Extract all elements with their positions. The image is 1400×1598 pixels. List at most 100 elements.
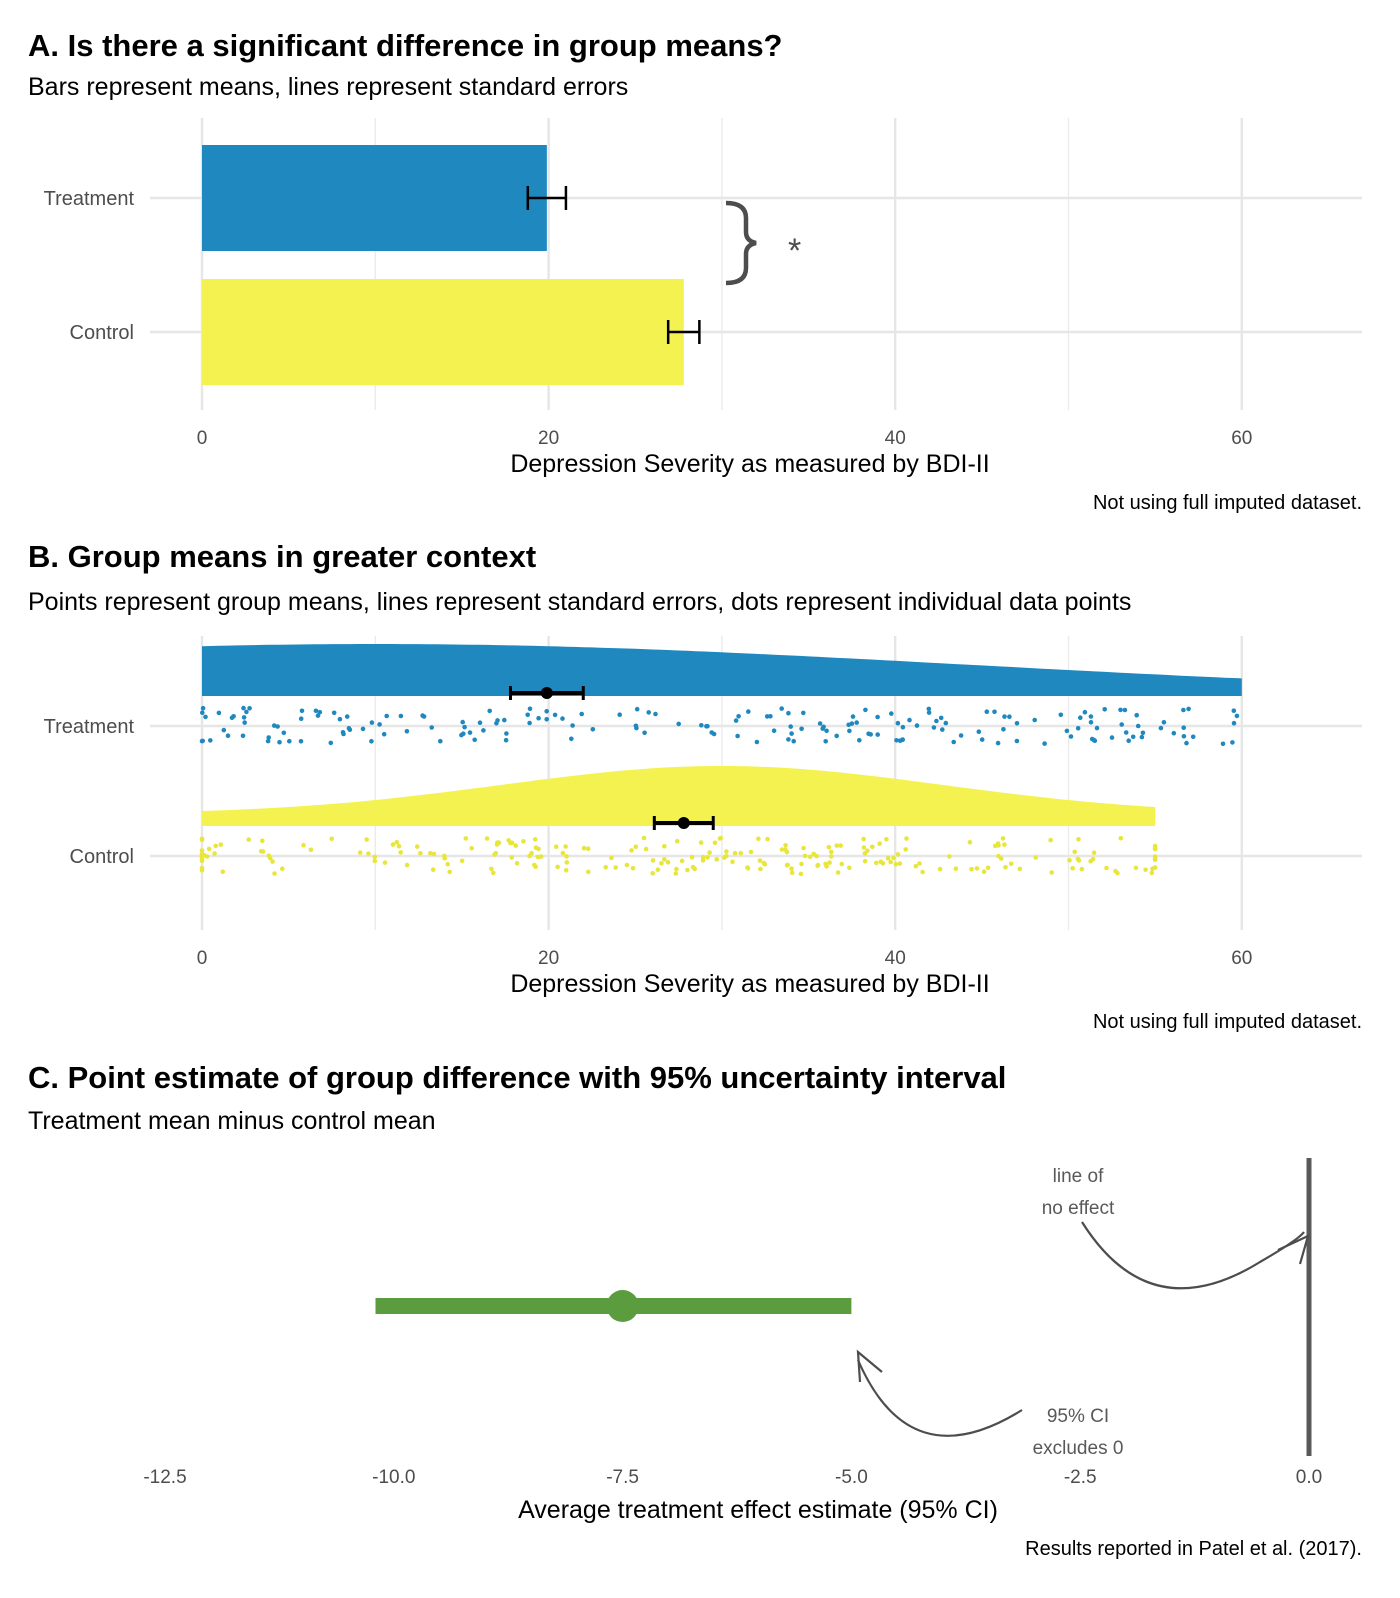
data-point-control	[748, 849, 754, 855]
data-point-treatment	[216, 710, 222, 716]
data-point-control	[789, 866, 794, 871]
data-point-treatment	[1078, 715, 1083, 720]
data-point-treatment	[560, 716, 565, 721]
data-point-control	[974, 866, 980, 871]
x-tick-label: 40	[885, 428, 906, 449]
data-point-control	[884, 837, 889, 842]
data-point-control	[527, 853, 532, 859]
data-point-control	[880, 861, 886, 866]
annotation-no-effect-line1: line of	[1053, 1166, 1104, 1187]
panel-c-x-ticks: -12.5 -10.0 -7.5 -5.0 -2.5 0.0	[143, 1467, 1322, 1488]
x-tick-label: 20	[538, 428, 559, 449]
data-point-treatment	[786, 710, 791, 716]
data-point-treatment	[875, 714, 880, 720]
panel-c-caption: Results reported in Patel et al. (2017).	[1025, 1538, 1362, 1560]
data-point-control	[650, 871, 655, 876]
data-point-control	[366, 851, 371, 856]
data-point-control	[824, 864, 829, 869]
data-point-treatment	[438, 738, 443, 744]
data-point-treatment	[313, 708, 319, 714]
data-point-control	[673, 871, 679, 876]
data-point-control	[532, 837, 538, 842]
data-point-treatment	[1135, 723, 1141, 729]
x-tick-label: -12.5	[143, 1467, 186, 1488]
data-point-control	[533, 845, 539, 850]
data-point-treatment	[1089, 736, 1095, 742]
density-treatment	[202, 644, 1242, 696]
data-point-treatment	[502, 717, 507, 723]
data-point-control	[613, 865, 618, 870]
data-point-control	[757, 858, 763, 863]
data-point-treatment	[590, 727, 596, 732]
data-point-control	[893, 862, 899, 867]
data-point-control	[981, 869, 987, 874]
data-point-control	[712, 840, 718, 846]
data-point-treatment	[298, 716, 304, 721]
data-point-treatment	[834, 733, 839, 739]
data-point-control	[714, 857, 719, 862]
data-point-control	[789, 870, 795, 875]
data-point-control	[874, 860, 879, 866]
data-point-treatment	[381, 731, 387, 737]
data-point-control	[564, 854, 569, 859]
data-point-control	[260, 838, 265, 844]
data-point-treatment	[854, 720, 859, 725]
data-point-control	[643, 846, 649, 852]
data-point-control	[953, 866, 959, 871]
data-point-treatment	[1186, 706, 1191, 712]
data-point-control	[885, 855, 891, 861]
data-point-treatment	[1102, 707, 1107, 712]
data-point-control	[761, 860, 767, 866]
data-point-treatment	[733, 718, 739, 723]
data-point-treatment	[863, 707, 868, 713]
panel-b-means: Treatment Control	[44, 686, 715, 868]
data-point-control	[969, 866, 974, 872]
data-point-control	[563, 844, 568, 849]
data-point-control	[372, 858, 378, 864]
x-tick-label: 60	[1231, 428, 1252, 449]
annotation-no-effect-line2: no effect	[1042, 1198, 1115, 1219]
data-point-treatment	[788, 724, 793, 729]
data-point-treatment	[579, 711, 584, 717]
data-point-control	[463, 836, 469, 841]
data-point-control	[212, 851, 217, 856]
data-point-treatment	[857, 738, 862, 743]
data-point-treatment	[384, 713, 390, 719]
data-point-treatment	[536, 715, 541, 721]
data-point-treatment	[938, 715, 944, 721]
data-point-treatment	[976, 729, 982, 734]
data-point-treatment	[754, 739, 760, 745]
data-point-treatment	[317, 709, 323, 715]
data-point-control	[904, 836, 909, 841]
data-point-control	[624, 862, 630, 868]
panel-a-subtitle: Bars represent means, lines represent st…	[28, 73, 628, 101]
data-point-treatment	[244, 709, 249, 715]
data-point-treatment	[570, 723, 575, 728]
data-point-treatment	[1119, 722, 1124, 727]
data-point-control	[784, 849, 790, 855]
data-point-treatment	[1094, 725, 1100, 731]
data-point-treatment	[1007, 714, 1012, 719]
data-point-treatment	[331, 710, 337, 716]
data-point-treatment	[1001, 727, 1006, 732]
annotation-arrow-no-effect	[1081, 1221, 1305, 1290]
data-point-treatment	[705, 723, 710, 729]
data-point-control	[847, 865, 852, 871]
data-point-treatment	[369, 739, 374, 744]
data-point-control	[266, 853, 272, 859]
data-point-treatment	[1058, 712, 1064, 718]
data-point-control	[662, 857, 667, 862]
data-point-control	[1152, 857, 1158, 862]
panel-c: C. Point estimate of group difference wi…	[28, 1060, 1362, 1560]
data-point-control	[394, 840, 400, 845]
panel-b-densities	[202, 644, 1242, 826]
data-point-control	[1070, 866, 1075, 871]
data-point-control	[861, 836, 866, 842]
data-point-control	[494, 842, 500, 847]
data-point-control	[834, 843, 840, 848]
data-point-control	[199, 848, 205, 853]
data-point-control	[633, 844, 639, 850]
data-point-control	[398, 850, 404, 855]
data-point-treatment	[1014, 738, 1020, 744]
data-point-control	[199, 868, 205, 873]
